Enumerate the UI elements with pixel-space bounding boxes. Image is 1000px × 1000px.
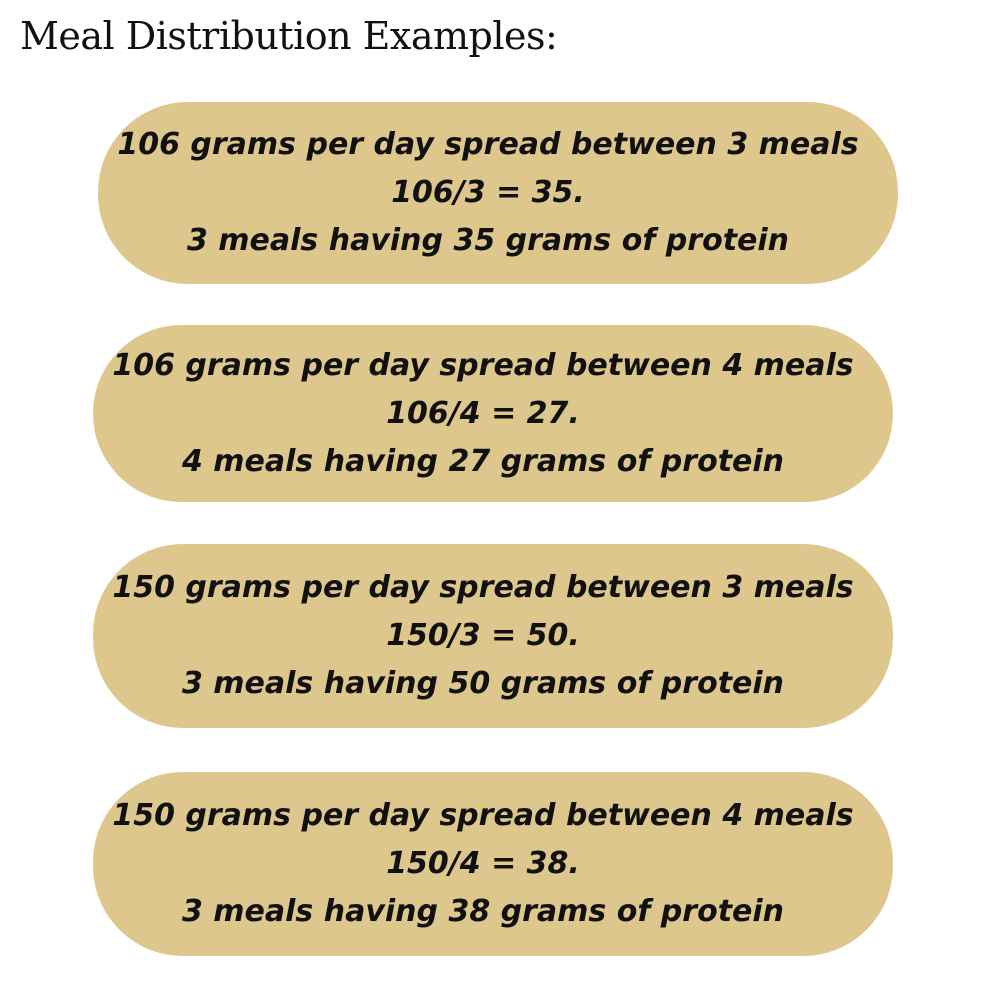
example-summary-text: 106 grams per day spread between 3 meals bbox=[117, 127, 859, 162]
example-calculation-text: 106/3 = 35. bbox=[391, 175, 585, 210]
example-calculation-text: 106/4 = 27. bbox=[386, 395, 580, 431]
example-result-text: 3 meals having 35 grams of protein bbox=[186, 223, 790, 258]
example-card: 150 grams per day spread between 4 meals… bbox=[93, 772, 893, 956]
example-card: 106 grams per day spread between 3 meals… bbox=[98, 102, 898, 284]
example-summary-text: 106 grams per day spread between 4 meals bbox=[112, 347, 854, 383]
page-title: Meal Distribution Examples: bbox=[20, 14, 558, 58]
example-calculation-text: 150/3 = 50. bbox=[386, 618, 580, 653]
example-result-text: 3 meals having 38 grams of protein bbox=[181, 894, 785, 929]
example-result-text: 3 meals having 50 grams of protein bbox=[181, 666, 785, 701]
example-result-text: 4 meals having 27 grams of protein bbox=[181, 443, 785, 479]
example-summary-text: 150 grams per day spread between 3 meals bbox=[112, 570, 854, 605]
example-card: 150 grams per day spread between 3 meals… bbox=[93, 544, 893, 728]
example-calculation-text: 150/4 = 38. bbox=[386, 846, 580, 881]
example-card: 106 grams per day spread between 4 meals… bbox=[93, 325, 893, 502]
example-summary-text: 150 grams per day spread between 4 meals bbox=[112, 798, 854, 833]
